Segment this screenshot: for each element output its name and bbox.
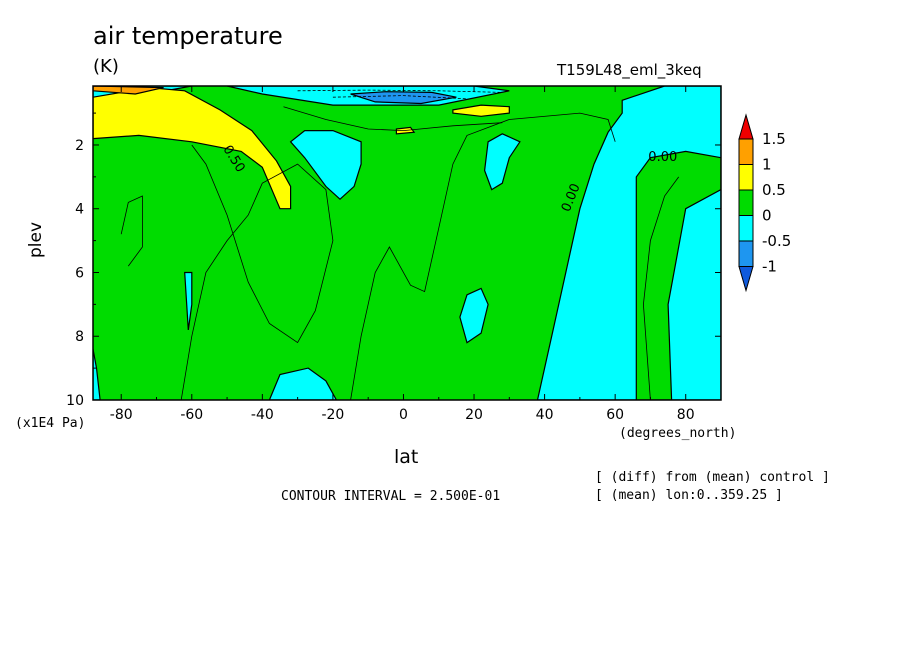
colorbar-label: 0: [762, 207, 772, 225]
y-tick-label: 8: [75, 329, 84, 345]
contour-region-0.5_to_1: [452, 104, 510, 117]
colorbar: 1.5 1 0.5 0 -0.5 -1: [738, 113, 791, 293]
colorbar-triangle-bottom: [738, 266, 754, 293]
x-tick-label: 80: [677, 407, 695, 423]
y-tick-label: 2: [75, 138, 84, 154]
x-tick-label: -20: [321, 407, 344, 423]
colorbar-label: 1: [762, 156, 772, 174]
contour-region--0.5_to_0: [459, 287, 489, 344]
colorbar-label: -1: [762, 258, 777, 276]
plot-frame: [92, 85, 722, 401]
contour-region-0.5_to_1: [93, 86, 292, 210]
y-tick-label: 6: [75, 265, 84, 281]
contour-region--0.5_to_0: [483, 133, 521, 191]
contour-line: [120, 195, 143, 267]
x-ticks: -80 -60 -40 -20 0 20 40 60 80: [110, 86, 722, 423]
contour-interval-text: CONTOUR INTERVAL = 2.500E-01: [281, 489, 501, 504]
x-tick-label: 40: [536, 407, 554, 423]
x-axis-unit: (degrees_north): [619, 426, 737, 441]
y-tick-label: 10: [66, 393, 84, 409]
contour-line: [180, 144, 334, 400]
info-line-diff: [ (diff) from (mean) control ]: [595, 470, 830, 485]
colorbar-segment: [738, 240, 754, 267]
contour-region--0.5_to_0: [93, 348, 101, 400]
x-tick-label: -60: [180, 407, 203, 423]
x-tick-label: -40: [251, 407, 274, 423]
y-ticks: 2 4 6 8 10: [66, 112, 721, 409]
contour-region--0.5_to_0: [268, 367, 338, 400]
shaded-regions: [93, 86, 721, 400]
colorbar-segment: [738, 138, 754, 165]
contour-region--0.5_to_0: [667, 188, 721, 400]
x-tick-label: -80: [110, 407, 133, 423]
colorbar-segment: [738, 215, 754, 242]
chart-units: (K): [93, 56, 119, 77]
contour-line-negative: [332, 95, 468, 100]
chart-title: air temperature: [93, 22, 283, 50]
colorbar-segment: [738, 164, 754, 191]
contour-region--1_to_-0.5: [350, 91, 457, 105]
contour-region--0.5_to_0: [289, 130, 362, 201]
x-tick-label: 60: [606, 407, 624, 423]
x-tick-label: 0: [399, 407, 408, 423]
colorbar-segment: [738, 189, 754, 216]
contour-region-1_to_1.5: [93, 86, 164, 95]
contour-region--0.5_to_0: [184, 271, 193, 330]
contour-line: [283, 106, 503, 132]
colorbar-label: 0.5: [762, 181, 786, 199]
y-axis-unit: (x1E4 Pa): [15, 416, 86, 431]
run-name: T159L48_eml_3keq: [557, 61, 702, 79]
y-tick-label: 4: [75, 202, 84, 218]
contour-line: [642, 176, 680, 400]
colorbar-label: -0.5: [762, 232, 791, 250]
info-line-mean: [ (mean) lon:0..359.25 ]: [595, 488, 783, 503]
colorbar-label: 1.5: [762, 130, 786, 148]
contour-line: [350, 112, 616, 400]
x-axis-label: lat: [394, 446, 419, 468]
x-tick-label: 20: [465, 407, 483, 423]
contour-label: 0.00: [648, 150, 677, 165]
colorbar-triangle-top: [738, 113, 754, 140]
